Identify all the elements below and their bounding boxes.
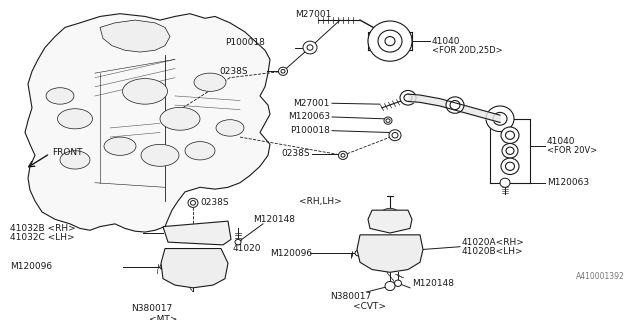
Circle shape — [339, 151, 348, 159]
Text: <CVT>: <CVT> — [353, 302, 387, 311]
Ellipse shape — [104, 137, 136, 155]
Text: M120148: M120148 — [412, 279, 454, 288]
Circle shape — [386, 119, 390, 123]
Circle shape — [500, 178, 510, 187]
Circle shape — [385, 281, 395, 291]
Circle shape — [188, 262, 198, 271]
Ellipse shape — [160, 108, 200, 130]
Circle shape — [501, 158, 519, 174]
Text: P100018: P100018 — [290, 126, 330, 135]
Circle shape — [506, 147, 514, 155]
Text: 41040: 41040 — [432, 36, 461, 46]
Circle shape — [303, 41, 317, 54]
Circle shape — [378, 208, 402, 230]
Circle shape — [380, 244, 400, 262]
Text: 41020B<LH>: 41020B<LH> — [462, 247, 524, 256]
Circle shape — [385, 36, 395, 46]
Text: M27001: M27001 — [295, 10, 332, 19]
Circle shape — [384, 117, 392, 124]
Circle shape — [278, 67, 287, 76]
Text: 41032C <LH>: 41032C <LH> — [10, 233, 75, 242]
Circle shape — [406, 250, 414, 257]
Polygon shape — [161, 249, 228, 288]
Circle shape — [506, 162, 515, 171]
Text: <FOR 20D,25D>: <FOR 20D,25D> — [432, 46, 502, 55]
Circle shape — [341, 154, 345, 157]
Ellipse shape — [60, 151, 90, 169]
Circle shape — [400, 91, 416, 105]
Text: P100018: P100018 — [225, 37, 265, 46]
Circle shape — [191, 201, 195, 205]
Circle shape — [188, 295, 198, 304]
Circle shape — [486, 106, 514, 132]
Circle shape — [307, 45, 313, 50]
Polygon shape — [163, 221, 231, 245]
Ellipse shape — [194, 73, 226, 92]
Text: 41040: 41040 — [547, 137, 575, 146]
Text: 0238S: 0238S — [282, 149, 310, 158]
Text: 41032B <RH>: 41032B <RH> — [10, 224, 76, 233]
Text: A410001392: A410001392 — [576, 272, 625, 281]
Circle shape — [281, 69, 285, 73]
Circle shape — [502, 143, 518, 158]
Text: <FOR 20V>: <FOR 20V> — [547, 146, 597, 155]
Circle shape — [404, 94, 412, 101]
Ellipse shape — [46, 88, 74, 104]
Circle shape — [387, 217, 393, 222]
Circle shape — [389, 130, 401, 141]
Circle shape — [506, 131, 515, 139]
Text: M120096: M120096 — [10, 262, 52, 271]
Text: 41020: 41020 — [233, 244, 262, 253]
Circle shape — [209, 263, 217, 270]
Text: M120096: M120096 — [270, 249, 312, 258]
Circle shape — [446, 97, 464, 113]
Circle shape — [450, 100, 460, 110]
Text: M120063: M120063 — [288, 112, 330, 122]
Ellipse shape — [216, 120, 244, 136]
Circle shape — [169, 263, 177, 270]
Circle shape — [368, 21, 412, 61]
Text: <MT>: <MT> — [149, 315, 177, 320]
Ellipse shape — [185, 142, 215, 160]
Ellipse shape — [141, 144, 179, 166]
Circle shape — [378, 30, 402, 52]
Circle shape — [385, 249, 395, 258]
Text: <RH,LH>: <RH,LH> — [299, 196, 341, 205]
Text: 41020A<RH>: 41020A<RH> — [462, 238, 525, 247]
Ellipse shape — [58, 109, 93, 129]
Text: 0238S: 0238S — [220, 67, 248, 76]
Polygon shape — [357, 235, 423, 272]
Polygon shape — [25, 14, 270, 232]
Text: N380017: N380017 — [131, 304, 172, 313]
Circle shape — [355, 250, 361, 256]
Text: M120063: M120063 — [547, 178, 589, 187]
Text: 0238S: 0238S — [200, 198, 228, 207]
Text: M27001: M27001 — [294, 99, 330, 108]
Circle shape — [235, 239, 241, 245]
Circle shape — [493, 112, 507, 125]
Text: N380017: N380017 — [330, 292, 371, 301]
Text: M120148: M120148 — [253, 215, 295, 224]
Circle shape — [160, 264, 166, 269]
Circle shape — [501, 127, 519, 143]
Circle shape — [188, 198, 198, 207]
Circle shape — [366, 250, 374, 257]
Polygon shape — [100, 20, 170, 52]
Polygon shape — [368, 210, 412, 233]
Circle shape — [394, 280, 401, 286]
Circle shape — [383, 213, 397, 226]
Ellipse shape — [122, 79, 168, 104]
Circle shape — [183, 258, 203, 276]
Text: FRONT: FRONT — [52, 148, 83, 157]
Circle shape — [392, 132, 398, 138]
